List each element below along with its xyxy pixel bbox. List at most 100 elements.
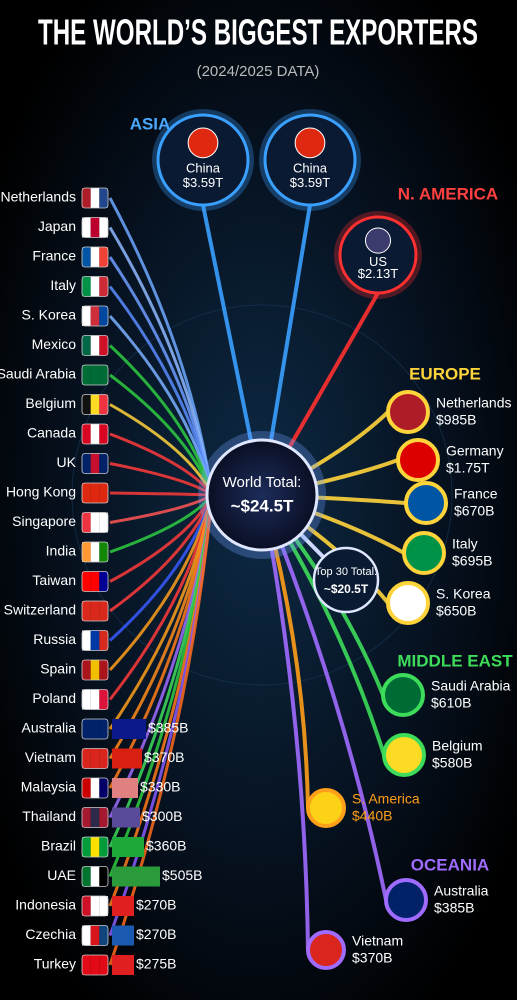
flag-stripe	[99, 896, 109, 916]
flag-stripe	[99, 512, 109, 533]
node-value: $3.59T	[183, 175, 224, 190]
country-name: Singapore	[12, 513, 76, 529]
flag-stripe	[90, 807, 100, 828]
node-name: Germany	[446, 443, 504, 459]
flag	[81, 482, 109, 504]
flag-stripe	[82, 247, 91, 267]
flag-stripe	[99, 306, 109, 326]
node-name: Australia	[434, 883, 489, 899]
connection-line	[260, 494, 310, 951]
flag-border	[81, 453, 109, 474]
subtotal-node	[312, 546, 380, 614]
node-value: $610B	[431, 695, 471, 711]
flag-stripe	[90, 660, 100, 680]
node-value: $2.13T	[358, 266, 399, 281]
country-name: Japan	[38, 218, 76, 234]
flag-stripe	[99, 335, 109, 356]
flag-border	[81, 925, 109, 946]
flag-stripe	[82, 925, 91, 946]
flag-stripe	[99, 247, 109, 267]
flag-border	[81, 276, 109, 297]
region-label: MIDDLE EAST	[397, 651, 513, 670]
flag	[81, 748, 109, 769]
flag-stripe	[99, 424, 109, 444]
flag	[81, 600, 109, 622]
flag-stripe	[82, 837, 91, 857]
value-bar	[112, 778, 138, 798]
node	[306, 930, 346, 970]
node-glow	[259, 109, 361, 211]
country-value: $300B	[142, 808, 182, 824]
node	[386, 390, 430, 434]
flag-stripe	[82, 453, 91, 474]
flag-stripe	[90, 719, 100, 739]
node	[396, 438, 440, 482]
flag-border	[81, 305, 109, 327]
node	[402, 531, 446, 575]
country-name: Taiwan	[32, 572, 76, 588]
flag-stripe	[99, 719, 109, 739]
flag-stripe	[99, 955, 109, 975]
node-value: $580B	[432, 755, 472, 771]
flag	[81, 394, 109, 415]
flag-border	[81, 394, 109, 415]
flag	[81, 335, 109, 356]
connection-line	[109, 403, 214, 496]
value-bar	[112, 896, 134, 916]
flag	[81, 571, 109, 592]
flag	[81, 925, 109, 946]
country-value: $370B	[144, 749, 184, 765]
country-name: Malaysia	[21, 779, 76, 795]
node	[386, 581, 430, 625]
flag-stripe	[99, 925, 109, 946]
region-label: ASIA	[130, 114, 171, 133]
flag-stripe	[90, 866, 100, 887]
flag-border	[81, 512, 109, 533]
subtitle: (2024/2025 DATA)	[197, 63, 320, 80]
flag-border	[81, 364, 109, 386]
flag	[81, 512, 109, 533]
node-value: $985B	[436, 412, 476, 428]
flag-stripe	[99, 807, 109, 828]
flag-stripe	[90, 365, 100, 385]
region-label: OCEANIA	[411, 855, 489, 874]
flag	[81, 777, 109, 799]
value-bar	[112, 866, 160, 887]
flag-stripe	[99, 542, 109, 562]
node-value: $695B	[452, 553, 492, 569]
flag-border	[81, 571, 109, 592]
flag-stripe	[82, 365, 91, 385]
flag-stripe	[90, 630, 100, 651]
flag-stripe	[90, 689, 100, 710]
flag-stripe	[90, 601, 100, 621]
flag	[81, 246, 109, 268]
connection-line	[109, 373, 214, 496]
flag-stripe	[82, 955, 91, 975]
flag	[81, 689, 109, 710]
flag-stripe	[82, 778, 91, 798]
node-value: $440B	[352, 808, 392, 824]
flag-border	[81, 748, 109, 769]
flag	[81, 866, 109, 887]
node-name: Belgium	[432, 738, 483, 754]
flag-stripe	[90, 247, 100, 267]
node	[384, 878, 428, 922]
country-name: Turkey	[34, 956, 76, 972]
flag-stripe	[90, 571, 100, 592]
node-name: Saudi Arabia	[431, 678, 511, 694]
node-value: $370B	[352, 950, 392, 966]
flag-border	[81, 600, 109, 622]
country-name: Canada	[27, 425, 76, 441]
node-value: $3.59T	[290, 175, 331, 190]
country-name: UK	[57, 454, 77, 470]
flag	[81, 217, 109, 238]
node-flag	[294, 127, 326, 159]
flag-stripe	[90, 217, 100, 238]
flag	[81, 807, 109, 828]
flag-stripe	[90, 335, 100, 356]
center-label: World Total:	[223, 474, 302, 491]
flag-stripe	[82, 335, 91, 356]
flag-stripe	[99, 394, 109, 415]
